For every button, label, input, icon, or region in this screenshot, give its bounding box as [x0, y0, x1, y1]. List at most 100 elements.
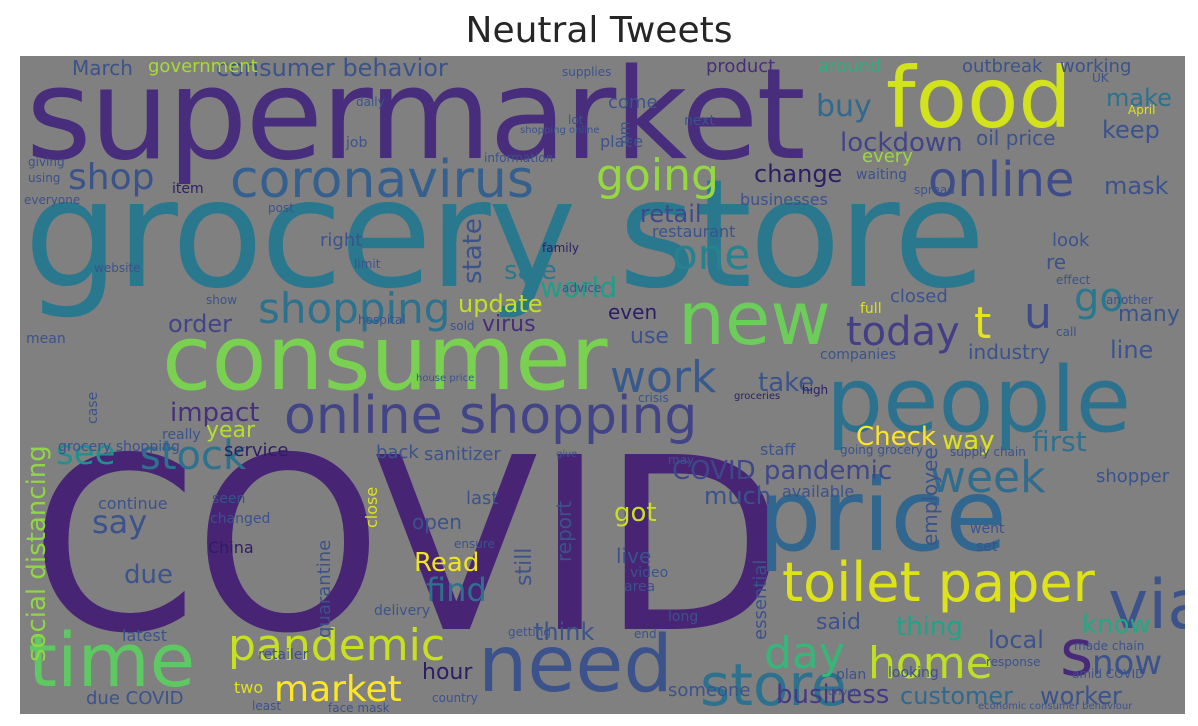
chart-title: Neutral Tweets	[465, 10, 733, 51]
word-grocery-store: grocery store	[24, 148, 986, 322]
word-consumer: consumer	[162, 306, 608, 411]
word-give: using	[28, 171, 61, 185]
word-place: place	[600, 132, 644, 151]
word-coronavirus: coronavirus	[230, 150, 534, 210]
word-delivery: delivery	[374, 603, 431, 619]
word-mask: mask	[1104, 172, 1169, 200]
word-new: new	[678, 276, 831, 362]
word-s: s	[1060, 617, 1094, 691]
word-work: work	[610, 352, 717, 403]
word-lockdown: lockdown	[840, 128, 963, 158]
word-sanitizer: sanitizer	[424, 444, 501, 465]
word-getting: country	[432, 691, 478, 705]
word-online: online	[928, 152, 1075, 208]
word-virus: virus	[482, 312, 536, 337]
word-day: day	[764, 628, 845, 679]
word-go: go	[1074, 275, 1124, 321]
word-much: much	[704, 482, 771, 510]
word-customer: customer	[900, 682, 1014, 710]
word-covid: COVID	[30, 406, 786, 686]
word-show: show	[206, 293, 238, 307]
word-update: update	[458, 290, 543, 318]
word-come: come	[608, 92, 658, 113]
word-spread: waiting	[856, 167, 908, 183]
word-everyone: case	[85, 391, 101, 424]
word-looking: looking	[888, 665, 939, 681]
word-even: even	[608, 300, 658, 324]
word-businesses: businesses	[740, 190, 828, 209]
word-government: government	[148, 56, 258, 77]
word-staff: staff	[760, 440, 796, 459]
word-stock: stock	[140, 433, 247, 479]
word-groceries: crisis	[638, 391, 669, 405]
word-ensure: give	[556, 449, 578, 460]
word-going: going	[596, 150, 719, 201]
word-seen: seen	[212, 491, 246, 507]
word-latest: latest	[122, 626, 167, 645]
word-call: call	[1056, 325, 1077, 339]
word-impact: impact	[170, 398, 260, 428]
word-business: business	[776, 680, 890, 710]
word-supply-chain: supply chain	[950, 445, 1026, 459]
word-local-grocery: house price	[416, 373, 475, 384]
word-advice: advice	[562, 281, 602, 295]
word-check: Check	[856, 422, 936, 452]
word-t: t	[974, 298, 992, 349]
word-one: one	[672, 230, 751, 279]
word-take: take	[758, 368, 815, 398]
word-think: think	[534, 618, 595, 646]
word-read: Read	[414, 548, 480, 578]
word-said: said	[816, 610, 862, 635]
word-someone: someone	[668, 680, 751, 701]
word-supermarket: supermarket	[26, 56, 806, 188]
word-area: area	[624, 579, 656, 595]
word-effect: effect	[1056, 273, 1091, 287]
word-quarantine: quarantine	[314, 539, 335, 638]
word-now: now	[1092, 643, 1163, 683]
word-thing: thing	[896, 612, 963, 642]
word-information: information	[484, 151, 554, 165]
word-pm: lot	[568, 113, 584, 127]
word-toilet-paper: toilet paper	[782, 551, 1095, 614]
word-post: post	[268, 201, 294, 215]
word-around: around	[818, 56, 882, 77]
word-outbreak: outbreak	[962, 56, 1043, 77]
word-may: really	[162, 427, 201, 443]
word-find: find	[426, 571, 487, 609]
word-restaurant: restaurant	[652, 222, 736, 241]
word-uk: pm	[617, 121, 633, 144]
word-make: make	[1106, 84, 1172, 112]
word-service: service	[224, 440, 289, 461]
word-covid-pandemic: COVID pandemic	[672, 456, 893, 486]
word-shopping: shopping	[258, 284, 451, 333]
word-grocery-shopping: grocery shopping	[58, 439, 180, 455]
word-many: many	[1118, 302, 1180, 327]
word-state: state	[458, 218, 488, 284]
word-last: last	[466, 488, 499, 509]
word-limit: limit	[354, 257, 381, 271]
word-plan: plan	[836, 667, 867, 683]
word-order: order	[168, 310, 232, 338]
word-video: video	[630, 565, 669, 581]
word-price: price	[758, 457, 1007, 574]
word-amid-covid: amid COVID	[1072, 667, 1145, 681]
word-full: full	[860, 301, 882, 317]
word-food: food	[886, 56, 1072, 147]
word-hour: hour	[422, 660, 473, 685]
word-first: first	[1032, 425, 1087, 458]
word-companies: companies	[820, 347, 897, 363]
word-sold: may	[668, 453, 695, 467]
word-live: live	[616, 544, 652, 568]
word-need: need	[478, 620, 673, 710]
word-world: world	[540, 271, 618, 304]
word-year: year	[206, 418, 256, 443]
word-giving: shopping online	[520, 125, 600, 136]
word-market: market	[274, 669, 402, 710]
word-retail: retail	[640, 200, 702, 228]
word-store-vertical: store	[700, 651, 847, 714]
word-change: change	[754, 160, 843, 188]
word-going-grocery: going grocery	[840, 443, 923, 457]
word-sale: sale	[504, 256, 557, 286]
word-high: high	[802, 383, 829, 397]
word-pandemic: pandemic	[228, 620, 446, 671]
